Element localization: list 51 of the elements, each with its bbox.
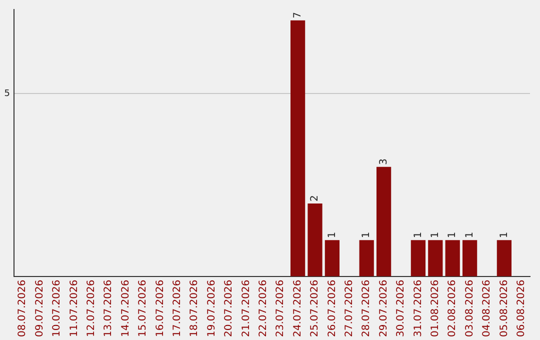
data-label: 1 [447, 232, 458, 238]
x-tick-label: 13.07.2026 [103, 280, 114, 338]
x-tick-label: 04.08.2026 [482, 280, 493, 338]
x-tick-label: 15.07.2026 [138, 280, 149, 338]
x-tick-label: 24.07.2026 [292, 280, 304, 338]
data-label: 2 [310, 195, 321, 202]
x-tick-label: 16.07.2026 [154, 280, 166, 338]
x-tick-label: 17.07.2026 [172, 280, 183, 338]
x-tick-label: 19.07.2026 [206, 280, 218, 338]
x-tick-label: 18.07.2026 [189, 280, 200, 338]
data-label: 1 [412, 232, 424, 238]
x-tick-label: 01.08.2026 [430, 280, 441, 338]
x-tick-label: 08.07.2026 [17, 280, 28, 338]
data-label: 7 [292, 12, 304, 18]
x-tick-label: 21.07.2026 [240, 280, 252, 338]
bar [496, 240, 512, 276]
x-tick-label: 06.08.2026 [516, 280, 527, 338]
data-label: 1 [464, 232, 476, 238]
bar [359, 240, 374, 276]
bar [410, 240, 426, 276]
bar [290, 20, 306, 276]
data-label: 1 [361, 232, 372, 238]
x-tick-label: 29.07.2026 [378, 280, 390, 338]
x-tick-label: 03.08.2026 [464, 280, 476, 338]
x-tick-label: 31.07.2026 [412, 280, 424, 338]
x-tick-label: 20.07.2026 [224, 280, 235, 338]
data-label: 1 [326, 232, 338, 238]
data-label: 3 [378, 158, 390, 165]
x-tick-label: 14.07.2026 [120, 280, 132, 338]
bar [445, 240, 460, 276]
bar [462, 240, 478, 276]
x-tick-label: 11.07.2026 [68, 280, 80, 338]
x-tick-label: 25.07.2026 [310, 280, 321, 338]
y-tick-label: 5 [4, 88, 10, 99]
bar [324, 240, 340, 276]
x-tick-label: 22.07.2026 [258, 280, 269, 338]
x-tick-label: 02.08.2026 [447, 280, 458, 338]
x-tick-label: 26.07.2026 [326, 280, 338, 338]
x-tick-label: 23.07.2026 [275, 280, 286, 338]
x-tick-label: 10.07.2026 [52, 280, 63, 338]
data-label: 1 [430, 232, 441, 238]
x-tick-label: 27.07.2026 [344, 280, 355, 338]
bar [376, 166, 392, 276]
x-tick-label: 30.07.2026 [396, 280, 407, 338]
x-tick-label: 05.08.2026 [498, 280, 510, 338]
x-tick-label: 12.07.2026 [86, 280, 97, 338]
x-tick-label: 09.07.2026 [34, 280, 46, 338]
data-label: 1 [498, 232, 510, 238]
x-tick-label: 28.07.2026 [361, 280, 372, 338]
bar [308, 204, 322, 276]
bar [428, 240, 443, 276]
